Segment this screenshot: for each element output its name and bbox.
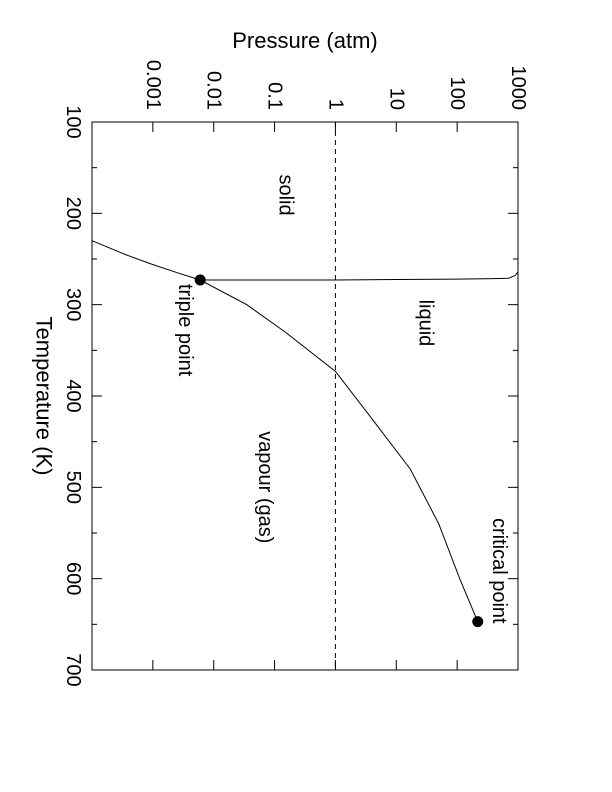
y-tick-label: 100 bbox=[446, 77, 468, 110]
x-tick-label: 600 bbox=[62, 562, 84, 595]
critical-point-label: critical point bbox=[488, 518, 510, 624]
x-tick-label: 300 bbox=[62, 288, 84, 321]
y-tick-label: 1000 bbox=[507, 66, 529, 111]
x-axis-title: Temperature (K) bbox=[32, 317, 57, 476]
solid-region-label: solid bbox=[274, 174, 296, 215]
y-tick-label: 1 bbox=[324, 99, 346, 110]
vapour-region-label: vapour (gas) bbox=[254, 431, 276, 543]
plot-frame bbox=[91, 121, 519, 671]
triple-point-marker bbox=[194, 274, 206, 286]
y-axis-title: Pressure (atm) bbox=[232, 28, 377, 53]
y-tick-label: 0.01 bbox=[203, 71, 225, 110]
x-tick-label: 400 bbox=[62, 379, 84, 412]
liquid-region-label: liquid bbox=[414, 300, 436, 347]
y-tick-label: 0.001 bbox=[142, 60, 164, 110]
phase-boundary-line-3 bbox=[199, 279, 479, 622]
x-tick-label: 700 bbox=[62, 653, 84, 686]
phase-boundary-line-2 bbox=[200, 271, 519, 281]
phase-boundary-line-1 bbox=[91, 240, 201, 281]
x-tick-label: 500 bbox=[62, 471, 84, 504]
y-tick-label: 10 bbox=[385, 88, 407, 110]
triple-point-label: triple point bbox=[174, 284, 196, 377]
plot-root: 100 200 300 400 500 600 700 0.001 0.01 0.1 1 10 100 1… bbox=[32, 28, 530, 687]
y-tick-label: 0.1 bbox=[264, 82, 286, 110]
x-tick-label: 200 bbox=[62, 197, 84, 230]
x-tick-label: 100 bbox=[62, 105, 84, 138]
critical-point-marker bbox=[472, 616, 484, 628]
